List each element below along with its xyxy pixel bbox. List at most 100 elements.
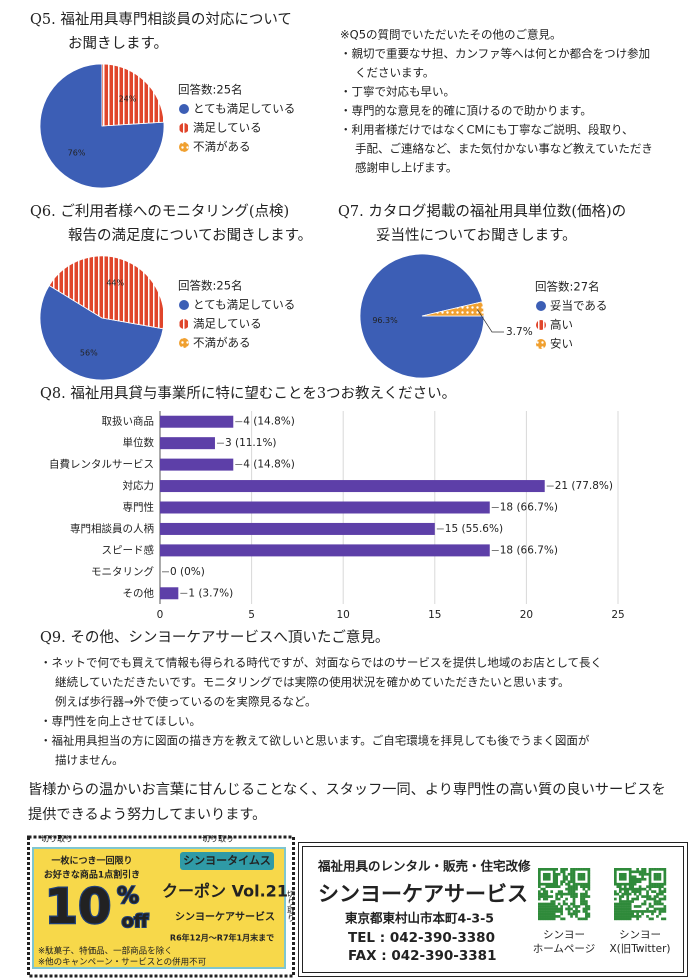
qr-cell (585, 910, 588, 913)
qr-cell (538, 882, 541, 886)
qr-cell (631, 885, 635, 889)
qr-cell (542, 905, 546, 908)
x-tick-label: 0 (157, 609, 164, 621)
comment-line: ・ネットで何でも買えて情報も得られる時代ですが、対面ならではのサービスを提供し地… (40, 656, 602, 670)
qr-cell (550, 890, 554, 893)
qr-cell (582, 910, 586, 913)
category-label: モニタリング (91, 565, 154, 578)
coupon-off: off (122, 911, 149, 932)
qr-cell (638, 910, 642, 913)
qr-cell (626, 868, 630, 871)
qr-cell (636, 895, 639, 898)
qr-cell (648, 902, 652, 906)
qr-cell (614, 872, 617, 876)
qr-cell (552, 915, 556, 918)
qr-cell (582, 917, 586, 921)
coupon-shop: シンヨーケアサービス (175, 910, 275, 923)
category-label: スピード感 (102, 543, 155, 556)
legend-swatch (179, 123, 189, 133)
qr-cell (658, 877, 662, 881)
qr-cell (661, 917, 664, 921)
qr-cell (587, 887, 591, 891)
x-tick-label: 15 (428, 609, 441, 621)
qr-cell (631, 910, 635, 913)
qr-cell (542, 895, 546, 898)
qr-cell (572, 902, 576, 906)
qr-cell (648, 880, 652, 884)
comment-line: 手配、ご連絡など、また気付かない事など教えていただき (355, 142, 653, 156)
category-label: 自費レンタルサービス (49, 458, 154, 471)
qr-cell (547, 905, 551, 908)
qr-cell (555, 872, 559, 876)
qr-cell (618, 895, 622, 898)
qr-cell (633, 877, 637, 881)
qr-cell (585, 912, 588, 916)
qr-cell (648, 910, 652, 913)
qr-cell (626, 907, 630, 911)
qr-cell (641, 902, 644, 906)
qr-cell (582, 882, 586, 886)
qr-cell (656, 900, 659, 903)
qr-cell (614, 870, 617, 874)
qr-cell (575, 895, 578, 898)
qr-cell (653, 910, 657, 913)
pie-slice (421, 301, 485, 317)
qr-cell (621, 910, 625, 913)
qr-cell (656, 907, 659, 911)
qr-cell (651, 912, 654, 916)
qr-cell (567, 910, 571, 913)
qr-cell (570, 892, 573, 896)
qr-cell (560, 880, 563, 884)
bar (160, 544, 490, 557)
qr-cell (648, 872, 652, 876)
qr-cell (538, 910, 541, 913)
data-label: 24% (119, 94, 137, 103)
legend-label: 妥当である (550, 299, 607, 313)
qr-cell (560, 905, 563, 908)
qr-cell (577, 875, 581, 879)
category-label: 対応力 (123, 479, 155, 492)
qr-cell (542, 890, 546, 893)
qr-cell (656, 895, 659, 898)
qr-cell (550, 882, 554, 886)
qr-cell (648, 877, 652, 881)
qr-cell (547, 915, 551, 918)
qr-cell (614, 905, 617, 908)
qr-cell (623, 907, 627, 911)
qr-cell (623, 890, 627, 893)
qr-cell (631, 875, 635, 879)
qr-cell (538, 892, 541, 896)
qr-cell (623, 882, 627, 886)
qr-cell (538, 917, 541, 921)
qr-cell (547, 910, 551, 913)
qr-cell (570, 907, 573, 911)
qr-cell (656, 872, 659, 876)
qr-cell (636, 897, 639, 901)
qr-cell (557, 907, 561, 911)
qr-cell (555, 875, 559, 879)
qr-cell (616, 902, 620, 906)
qr-cell (663, 910, 667, 913)
qr-cell (636, 905, 639, 908)
coupon-limit: 一枚につき一回限り (51, 855, 132, 867)
qr-cell (565, 868, 568, 871)
coupon-item: お好きな商品1点割引き (44, 869, 140, 881)
qr-cell (628, 915, 632, 918)
qr-cell (562, 872, 566, 876)
qr-cell (628, 875, 632, 879)
qr-cell (555, 910, 559, 913)
qr-cell (538, 907, 541, 911)
qr-cell (550, 910, 554, 913)
qr-cell (648, 887, 652, 891)
qr-cell (538, 895, 541, 898)
qr-cell (540, 917, 544, 921)
qr-cell (582, 868, 586, 871)
qr-cell (587, 907, 591, 911)
qr-cell (545, 917, 549, 921)
qr-cell (621, 912, 625, 916)
comment-line: ・専門的な意見を的確に頂けるので助かります。 (340, 104, 592, 118)
qr-cell (565, 897, 568, 901)
qr-cell (570, 890, 573, 893)
qr-cell (555, 905, 559, 908)
qr-cell (545, 902, 549, 906)
